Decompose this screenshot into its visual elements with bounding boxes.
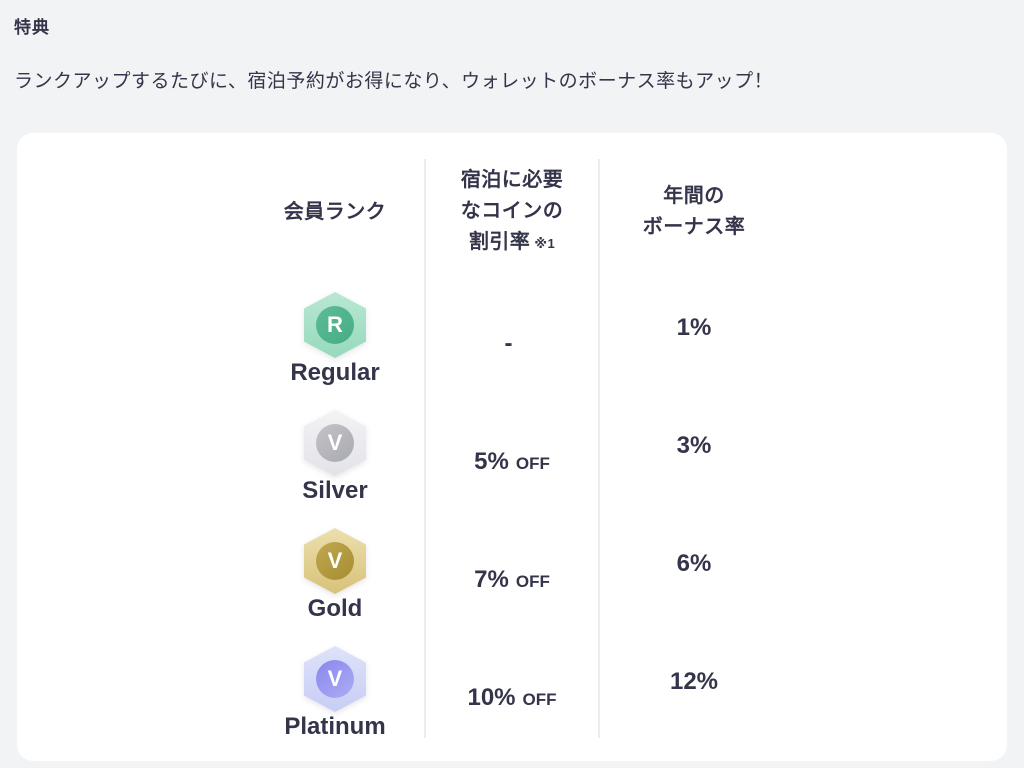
discount-header-line2: なコインの <box>460 200 564 222</box>
table-row-regular-rank: R Regular <box>245 291 425 409</box>
rank-label: Gold <box>307 595 363 622</box>
rank-label: Platinum <box>284 713 386 740</box>
table-row-gold-discount: 7% OFF <box>425 527 599 645</box>
table-row-silver-rank: V Silver <box>245 409 425 527</box>
regular-badge-letter: R <box>316 306 354 344</box>
bonus-value: 6% <box>676 550 712 577</box>
discount-value: 5% <box>474 448 509 475</box>
bonus-header-line2: ボーナス率 <box>642 216 746 238</box>
discount-header-line3: 割引率 ※1 <box>468 231 556 253</box>
discount-suffix: OFF <box>522 690 557 709</box>
platinum-rank-icon: V <box>304 646 366 712</box>
table-row-platinum-bonus: 12% <box>599 645 789 761</box>
silver-rank-icon: V <box>304 410 366 476</box>
column-header-bonus: 年間の ボーナス率 <box>599 133 789 291</box>
rank-label: Silver <box>302 477 368 504</box>
page-header: 特典 ランクアップするたびに、宿泊予約がお得になり、ウォレットのボーナス率もアッ… <box>0 0 1024 93</box>
discount-value: - <box>504 330 513 357</box>
column-header-rank: 会員ランク <box>245 133 425 291</box>
bonus-value: 1% <box>676 314 712 341</box>
bonus-value: 3% <box>676 432 712 459</box>
table-row-gold-rank: V Gold <box>245 527 425 645</box>
discount-value: 10% <box>467 684 516 711</box>
rank-table: 会員ランク 宿泊に必要 なコインの 割引率 ※1 年間の ボーナス率 R Regu… <box>245 133 789 761</box>
rank-label: Regular <box>290 359 380 386</box>
page-subtitle: ランクアップするたびに、宿泊予約がお得になり、ウォレットのボーナス率もアップ！ <box>14 71 774 92</box>
table-row-gold-bonus: 6% <box>599 527 789 645</box>
table-row-silver-discount: 5% OFF <box>425 409 599 527</box>
column-divider-2 <box>598 159 600 738</box>
column-header-rank-label: 会員ランク <box>283 200 387 223</box>
discount-header-line1: 宿泊に必要 <box>460 169 564 191</box>
gold-badge-letter: V <box>316 542 354 580</box>
table-row-platinum-rank: V Platinum <box>245 645 425 761</box>
discount-value: 7% <box>474 566 509 593</box>
table-row-regular-discount: - <box>425 291 599 409</box>
table-row-regular-bonus: 1% <box>599 291 789 409</box>
column-header-discount: 宿泊に必要 なコインの 割引率 ※1 <box>425 133 599 291</box>
table-row-platinum-discount: 10% OFF <box>425 645 599 761</box>
discount-suffix: OFF <box>515 454 550 473</box>
silver-badge-letter: V <box>316 424 354 462</box>
footnote-marker: ※1 <box>534 236 556 251</box>
table-row-silver-bonus: 3% <box>599 409 789 527</box>
regular-rank-icon: R <box>304 292 366 358</box>
column-divider-1 <box>424 159 426 738</box>
discount-suffix: OFF <box>515 572 550 591</box>
bonus-value: 12% <box>669 668 719 695</box>
bonus-header-line1: 年間の <box>663 185 725 207</box>
platinum-badge-letter: V <box>316 660 354 698</box>
page-title: 特典 <box>14 18 50 37</box>
gold-rank-icon: V <box>304 528 366 594</box>
benefits-card: 会員ランク 宿泊に必要 なコインの 割引率 ※1 年間の ボーナス率 R Regu… <box>17 133 1007 761</box>
